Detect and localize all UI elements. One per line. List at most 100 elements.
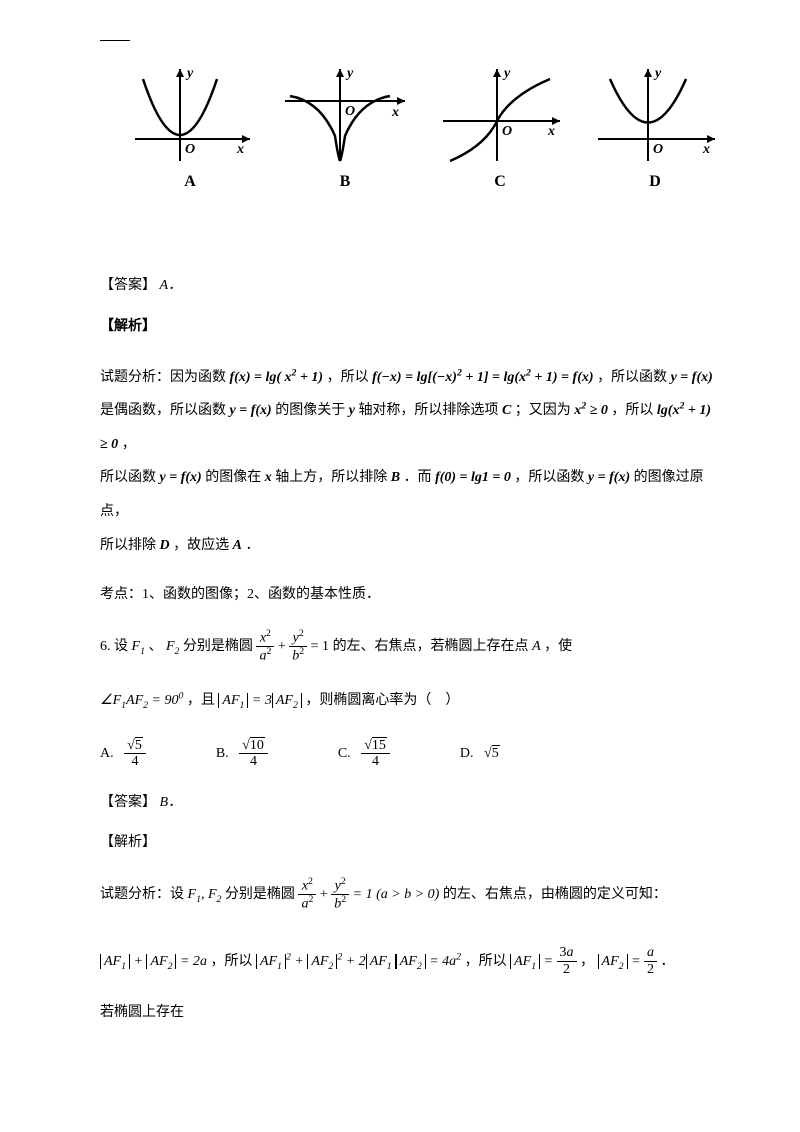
svg-text:x: x — [236, 142, 244, 157]
svg-text:y: y — [345, 66, 354, 81]
t: ，所以函数 — [597, 370, 671, 385]
choice-A: A. √5 4 — [100, 738, 146, 770]
opt-A: A — [233, 538, 242, 553]
svg-text:O: O — [345, 104, 355, 119]
q6-stem-line2: ∠F1AF2 = 900 ，且 AF1 = 3AF2 ，则椭圆离心率为（ ） — [100, 683, 720, 719]
angle: ∠F1AF2 = 900 — [100, 693, 183, 708]
choice-D-val: √5 — [484, 745, 500, 761]
t: ，故应选 — [173, 538, 233, 553]
eq-f0: f(0) = lg1 = 0 — [435, 470, 511, 485]
graph-A-svg: O x y — [125, 61, 255, 171]
y-axis: y — [349, 403, 355, 418]
answer-label: 【答案】 — [100, 278, 156, 293]
graph-B: O x y B — [280, 61, 410, 191]
svg-text:y: y — [653, 66, 662, 81]
graph-A: O x y A — [125, 61, 255, 191]
t: ，使 — [544, 639, 572, 654]
choice-B: B. √10 4 — [216, 738, 268, 770]
q5-analysis-body: 试题分析：因为函数 f(x) = lg( x2 + 1) ，所以 f(−x) =… — [100, 361, 720, 563]
svg-text:y: y — [185, 66, 194, 81]
opt-D: D — [160, 538, 170, 553]
t: 的左、右焦点，由椭圆的定义可知： — [443, 887, 667, 902]
af2-val: AF2 = — [598, 954, 644, 969]
graph-B-label: B — [280, 173, 410, 191]
graph-D-svg: O x y — [590, 61, 720, 171]
t: 的图像在 — [205, 470, 265, 485]
t: 轴对称，所以排除选项 — [358, 403, 502, 418]
t: ． — [661, 954, 675, 969]
svg-text:x: x — [702, 142, 710, 157]
svg-text:x: x — [547, 124, 555, 139]
opt-C: C — [502, 403, 511, 418]
graph-D: O x y D — [590, 61, 720, 191]
choice-C-label: C. — [338, 746, 351, 761]
eq-yfx3: y = f(x) — [160, 470, 202, 485]
svg-text:O: O — [653, 142, 663, 157]
t: 轴上方，所以排除 — [275, 470, 391, 485]
F1: F1 — [132, 639, 145, 654]
t: 试题分析：因为函数 — [100, 370, 230, 385]
sum-2a: AF1 + AF2 = 2a — [100, 954, 207, 969]
eq1: = 1 — [311, 639, 329, 654]
svg-text:x: x — [391, 105, 399, 120]
graph-C-label: C — [435, 173, 565, 191]
F1F2: F1, F2 — [188, 887, 222, 902]
eq-fx: f(x) = lg( x2 + 1) — [230, 370, 324, 385]
t: 分别是椭圆 — [183, 639, 257, 654]
plus2: + — [320, 887, 331, 902]
q6-answer: 【答案】 B． — [100, 788, 720, 819]
t: ；又因为 — [515, 403, 575, 418]
t: 试题分析：设 — [100, 887, 188, 902]
q5-answer: 【答案】 A． — [100, 271, 720, 302]
sq-sum: AF12 + AF22 + 2AF1AF2 = 4a2 — [256, 954, 461, 969]
q6-analysis-line2: AF1 + AF2 = 2a ，所以 AF12 + AF22 + 2AF1AF2… — [100, 944, 720, 980]
frac-x2a2-2: x2a2 — [298, 877, 316, 912]
eq-fminusx: f(−x) = lg[(−x)2 + 1] = lg(x2 + 1) = f(x… — [372, 370, 593, 385]
t: 所以函数 — [100, 470, 160, 485]
eq-xsq: x2 ≥ 0 — [574, 403, 608, 418]
t: 所以排除 — [100, 538, 160, 553]
graph-B-svg: O x y — [280, 61, 410, 171]
choice-A-frac: √5 4 — [124, 738, 146, 770]
t: 分别是椭圆 — [225, 887, 299, 902]
q5-kaodian: 考点：1、函数的图像；2、函数的基本性质． — [100, 580, 720, 611]
svg-text:y: y — [502, 66, 511, 81]
af1-val: AF1 = — [510, 954, 556, 969]
plus: + — [278, 639, 289, 654]
choice-B-frac: √10 4 — [239, 738, 268, 770]
q6-stem-line1: 6. 设 F1 、 F2 分别是椭圆 x2a2 + y2b2 = 1 的左、右焦… — [100, 629, 720, 665]
answer-value: B． — [160, 795, 183, 810]
choice-C-frac: √15 4 — [361, 738, 390, 770]
graphs-row: O x y A O x y B — [100, 61, 720, 191]
t: ，所以 — [327, 370, 373, 385]
t: ． — [245, 538, 259, 553]
header-rule — [100, 40, 130, 41]
graph-A-label: A — [125, 173, 255, 191]
opt-B: B — [391, 470, 400, 485]
t: ．而 — [404, 470, 436, 485]
frac-a2: a2 — [644, 945, 657, 977]
frac-y2b2-2: y2b2 — [331, 877, 349, 912]
frac-y2b2: y2b2 — [289, 629, 307, 664]
spacer — [100, 201, 720, 261]
svg-text:O: O — [502, 124, 512, 139]
eq-yfx4: y = f(x) — [588, 470, 630, 485]
F2: F2 — [166, 639, 179, 654]
graph-C-svg: O x y — [435, 61, 565, 171]
graph-C: O x y C — [435, 61, 565, 191]
q5-analysis-label: 【解析】 — [100, 312, 720, 343]
x-axis: x — [265, 470, 272, 485]
q6-analysis-label: 【解析】 — [100, 828, 720, 859]
svg-text:O: O — [185, 142, 195, 157]
choice-C: C. √15 4 — [338, 738, 390, 770]
choice-D: D. √5 — [460, 746, 500, 762]
analysis-label-text: 【解析】 — [100, 319, 156, 334]
choice-D-label: D. — [460, 746, 474, 761]
t: 的左、右焦点，若椭圆上存在点 — [333, 639, 533, 654]
eq-yfx: y = f(x) — [671, 370, 713, 385]
answer-label: 【答案】 — [100, 795, 156, 810]
t: ，则椭圆离心率为（ ） — [305, 693, 459, 708]
eq-yfx2: y = f(x) — [230, 403, 272, 418]
t: ，且 — [187, 693, 219, 708]
graph-D-label: D — [590, 173, 720, 191]
